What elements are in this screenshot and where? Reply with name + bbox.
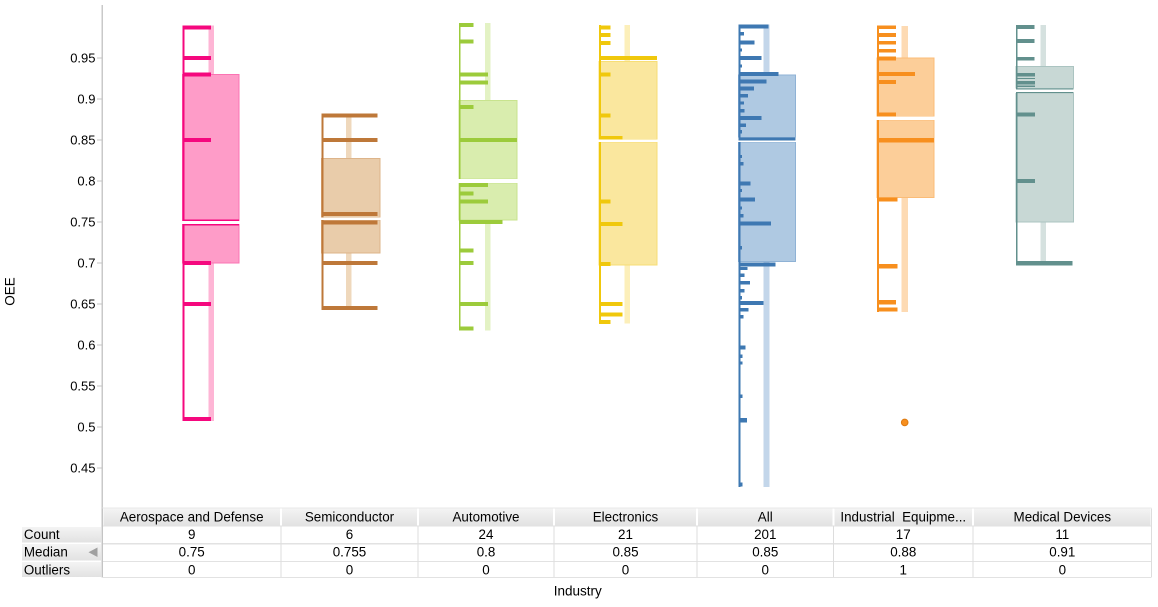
svg-text:9: 9	[188, 527, 195, 542]
svg-text:0: 0	[482, 562, 489, 577]
svg-text:6: 6	[346, 527, 353, 542]
svg-text:0.6: 0.6	[77, 338, 95, 353]
svg-text:0.91: 0.91	[1049, 545, 1075, 560]
svg-text:Automotive: Automotive	[453, 509, 520, 524]
svg-text:17: 17	[896, 527, 911, 542]
svg-text:0.7: 0.7	[77, 256, 95, 271]
svg-text:0.75: 0.75	[179, 545, 205, 560]
svg-text:0.65: 0.65	[70, 297, 95, 312]
svg-text:21: 21	[618, 527, 633, 542]
svg-text:Semiconductor: Semiconductor	[305, 509, 395, 524]
svg-text:0.9: 0.9	[77, 92, 95, 107]
svg-text:Electronics: Electronics	[593, 509, 659, 524]
svg-text:0.85: 0.85	[70, 133, 95, 148]
svg-text:0: 0	[1059, 562, 1066, 577]
svg-text:0: 0	[188, 562, 195, 577]
svg-text:Median: Median	[24, 545, 68, 560]
svg-text:0.85: 0.85	[612, 545, 638, 560]
svg-text:0.5: 0.5	[77, 420, 95, 435]
svg-text:0.95: 0.95	[70, 51, 95, 66]
svg-text:All: All	[758, 509, 773, 524]
svg-text:Count: Count	[24, 527, 60, 542]
svg-text:0.45: 0.45	[70, 461, 95, 476]
svg-text:Outliers: Outliers	[24, 562, 70, 577]
svg-text:0: 0	[346, 562, 353, 577]
svg-text:Medical Devices: Medical Devices	[1014, 509, 1112, 524]
svg-text:Industry: Industry	[554, 584, 602, 599]
svg-text:24: 24	[479, 527, 494, 542]
svg-text:0.8: 0.8	[477, 545, 496, 560]
svg-text:11: 11	[1055, 527, 1069, 542]
svg-text:0.755: 0.755	[333, 545, 367, 560]
svg-text:0.85: 0.85	[752, 545, 778, 560]
svg-text:OEE: OEE	[3, 277, 18, 306]
svg-text:Aerospace and Defense: Aerospace and Defense	[120, 509, 264, 524]
svg-text:0: 0	[622, 562, 629, 577]
svg-text:1: 1	[900, 562, 907, 577]
svg-text:0.88: 0.88	[890, 545, 916, 560]
svg-text:0.55: 0.55	[70, 379, 95, 394]
svg-text:0.75: 0.75	[70, 215, 95, 230]
svg-text:0: 0	[762, 562, 769, 577]
svg-text:201: 201	[754, 527, 776, 542]
svg-text:Industrial Equipme...: Industrial Equipme...	[840, 509, 966, 524]
svg-text:0.8: 0.8	[77, 174, 95, 189]
